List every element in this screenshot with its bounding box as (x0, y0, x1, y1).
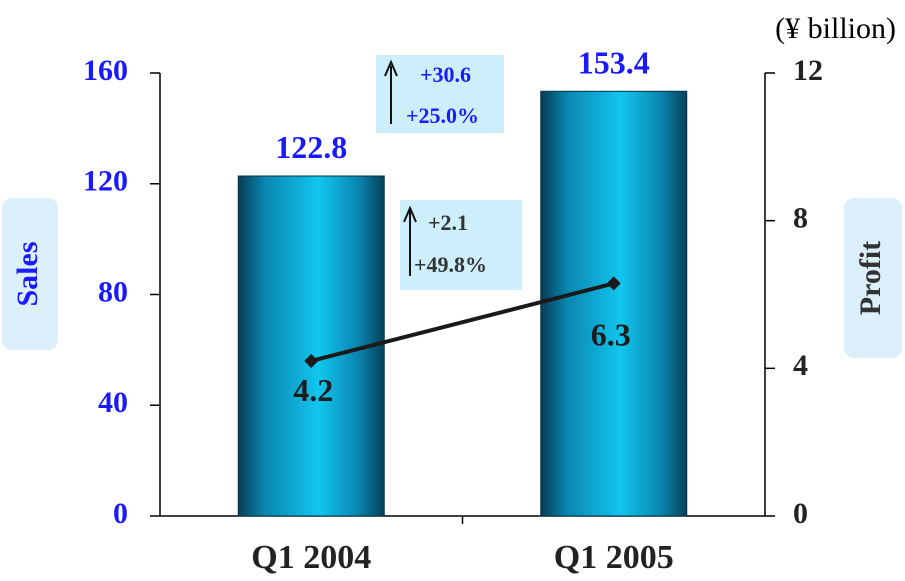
category-label: Q1 2005 (554, 539, 674, 576)
sales-change-abs: +30.6 (420, 62, 471, 87)
sales-bar (540, 90, 688, 517)
profit-line (304, 276, 621, 368)
left-tick-label: 40 (98, 386, 128, 419)
profit-labels: 4.2 6.3 (293, 316, 631, 408)
right-tick-label: 4 (793, 349, 808, 382)
sales-bar-labels: 122.8 153.4 (275, 44, 650, 165)
right-axis-title: Profit (854, 241, 887, 315)
sales-change-pct: +25.0% (406, 103, 479, 128)
profit-label: 6.3 (591, 316, 631, 352)
profit-change-pct: +49.8% (414, 252, 487, 277)
profit-label: 4.2 (293, 372, 333, 408)
right-axis-title-box (844, 198, 902, 358)
right-axis-ticks: 0 4 8 12 (765, 54, 823, 530)
right-tick-label: 0 (793, 497, 808, 530)
left-axis-title-box (2, 198, 58, 350)
profit-change-abs: +2.1 (428, 210, 468, 235)
sales-change-arrowhead (384, 59, 398, 77)
left-tick-label: 160 (83, 54, 128, 87)
profit-change-annotation: +2.1 +49.8% (400, 200, 522, 290)
sales-bar-label: 153.4 (578, 44, 650, 80)
left-axis-ticks: 0 40 80 120 160 (83, 54, 160, 530)
profit-point (606, 276, 621, 291)
category-label: Q1 2004 (251, 539, 371, 576)
profit-line-path (310, 281, 615, 363)
unit-label: (¥ billion) (775, 12, 896, 45)
right-tick-label: 12 (793, 54, 823, 87)
sales-bar-label: 122.8 (275, 129, 347, 165)
right-tick-label: 8 (793, 202, 808, 235)
left-tick-label: 0 (113, 497, 128, 530)
profit-change-arrowhead (403, 205, 417, 223)
left-tick-label: 120 (83, 165, 128, 198)
category-labels: Q1 2004 Q1 2005 (251, 539, 673, 576)
profit-change-box (400, 200, 522, 290)
sales-bar (237, 175, 385, 517)
left-tick-label: 80 (98, 275, 128, 308)
profit-point (304, 353, 319, 368)
sales-change-annotation: +30.6 +25.0% (376, 55, 504, 133)
sales-change-box (376, 55, 504, 133)
left-axis-title: Sales (11, 241, 44, 306)
sales-bars (237, 90, 688, 517)
